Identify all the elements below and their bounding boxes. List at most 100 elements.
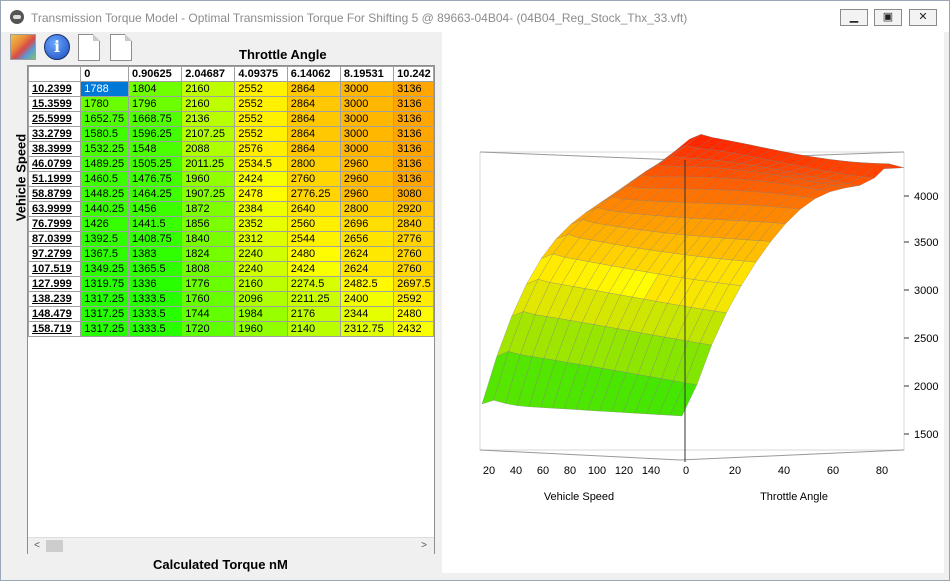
torque-cell[interactable]: 1365.5 bbox=[127, 261, 183, 277]
torque-cell[interactable]: 1456 bbox=[127, 201, 183, 217]
torque-cell[interactable]: 1596.25 bbox=[127, 126, 183, 142]
torque-cell[interactable]: 1804 bbox=[127, 81, 183, 97]
torque-cell[interactable]: 1333.5 bbox=[127, 321, 183, 337]
torque-cell[interactable]: 3000 bbox=[339, 126, 395, 142]
torque-cell[interactable]: 1440.25 bbox=[80, 201, 129, 217]
torque-cell[interactable]: 1872 bbox=[181, 201, 236, 217]
torque-cell[interactable]: 1460.5 bbox=[80, 171, 129, 187]
torque-cell[interactable]: 2274.5 bbox=[286, 276, 341, 292]
torque-cell[interactable]: 2312.75 bbox=[339, 321, 395, 337]
torque-cell[interactable]: 1333.5 bbox=[127, 291, 183, 307]
torque-cell[interactable]: 2432 bbox=[393, 321, 434, 337]
torque-cell[interactable]: 1776 bbox=[181, 276, 236, 292]
torque-cell[interactable]: 2160 bbox=[181, 96, 236, 112]
torque-cell[interactable]: 1489.25 bbox=[80, 156, 129, 172]
torque-cell[interactable]: 1720 bbox=[181, 321, 236, 337]
torque-cell[interactable]: 2776 bbox=[393, 231, 434, 247]
torque-cell[interactable]: 1808 bbox=[181, 261, 236, 277]
scroll-right-icon[interactable]: > bbox=[421, 540, 427, 551]
torque-cell[interactable]: 1652.75 bbox=[80, 111, 129, 127]
minimize-button[interactable]: ▁ bbox=[840, 9, 868, 26]
torque-cell[interactable]: 1984 bbox=[234, 306, 288, 322]
torque-cell[interactable]: 2136 bbox=[181, 111, 236, 127]
torque-cell[interactable]: 1505.25 bbox=[127, 156, 183, 172]
surface-chart[interactable]: 4000 3500 3000 2500 2000 1500 20 40 60 80 100 120 14… bbox=[442, 32, 944, 573]
torque-cell[interactable]: 3000 bbox=[339, 111, 395, 127]
horizontal-scrollbar[interactable]: < > bbox=[28, 537, 434, 554]
torque-cell[interactable]: 1333.5 bbox=[127, 306, 183, 322]
torque-cell[interactable]: 3000 bbox=[339, 81, 395, 97]
info-icon[interactable]: i bbox=[44, 34, 70, 60]
row-header[interactable]: 25.5999 bbox=[28, 111, 82, 127]
torque-cell[interactable]: 2552 bbox=[234, 111, 288, 127]
torque-cell[interactable]: 1408.75 bbox=[127, 231, 183, 247]
torque-cell[interactable]: 3136 bbox=[393, 96, 434, 112]
row-header[interactable]: 63.9999 bbox=[28, 201, 82, 217]
row-header[interactable]: 10.2399 bbox=[28, 81, 82, 97]
torque-cell[interactable]: 1780 bbox=[80, 96, 129, 112]
torque-cell[interactable]: 2240 bbox=[234, 261, 288, 277]
torque-cell[interactable]: 2544 bbox=[286, 231, 341, 247]
torque-cell[interactable]: 1464.25 bbox=[127, 186, 183, 202]
torque-cell[interactable]: 2864 bbox=[286, 141, 341, 157]
torque-cell[interactable]: 2482.5 bbox=[339, 276, 395, 292]
torque-cell[interactable]: 2552 bbox=[234, 96, 288, 112]
column-header[interactable]: 10.242 bbox=[393, 66, 434, 82]
row-header[interactable]: 87.0399 bbox=[28, 231, 82, 247]
torque-cell[interactable]: 1367.5 bbox=[80, 246, 129, 262]
torque-cell[interactable]: 1392.5 bbox=[80, 231, 129, 247]
row-header[interactable]: 46.0799 bbox=[28, 156, 82, 172]
torque-cell[interactable]: 1441.5 bbox=[127, 216, 183, 232]
column-header[interactable]: 0.90625 bbox=[127, 66, 183, 82]
document-icon[interactable] bbox=[78, 34, 100, 61]
row-header[interactable]: 97.2799 bbox=[28, 246, 82, 262]
torque-cell[interactable]: 2424 bbox=[234, 171, 288, 187]
torque-cell[interactable]: 3080 bbox=[393, 186, 434, 202]
torque-cell[interactable]: 2776.25 bbox=[286, 186, 341, 202]
torque-cell[interactable]: 2640 bbox=[286, 201, 341, 217]
row-header[interactable]: 38.3999 bbox=[28, 141, 82, 157]
torque-cell[interactable]: 1840 bbox=[181, 231, 236, 247]
torque-cell[interactable]: 2478 bbox=[234, 186, 288, 202]
column-header[interactable]: 2.04687 bbox=[181, 66, 236, 82]
torque-cell[interactable]: 2656 bbox=[339, 231, 395, 247]
torque-cell[interactable]: 2840 bbox=[393, 216, 434, 232]
torque-cell[interactable]: 1960 bbox=[181, 171, 236, 187]
column-header[interactable]: 8.19531 bbox=[339, 66, 395, 82]
torque-cell[interactable]: 1744 bbox=[181, 306, 236, 322]
torque-cell[interactable]: 1448.25 bbox=[80, 186, 129, 202]
torque-cell[interactable]: 2011.25 bbox=[181, 156, 236, 172]
title-bar[interactable]: Transmission Torque Model - Optimal Tran… bbox=[1, 1, 949, 32]
torque-cell[interactable]: 3136 bbox=[393, 81, 434, 97]
torque-cell[interactable]: 1760 bbox=[181, 291, 236, 307]
torque-cell[interactable]: 2864 bbox=[286, 81, 341, 97]
torque-cell[interactable]: 2864 bbox=[286, 126, 341, 142]
close-button[interactable]: ✕ bbox=[909, 9, 937, 26]
torque-cell[interactable]: 1317.25 bbox=[80, 306, 129, 322]
surface-chart-panel[interactable]: 4000 3500 3000 2500 2000 1500 20 40 60 80 100 120 14… bbox=[442, 32, 944, 573]
torque-cell[interactable]: 2534.5 bbox=[234, 156, 288, 172]
torque-cell[interactable]: 2096 bbox=[234, 291, 288, 307]
torque-cell[interactable]: 2592 bbox=[393, 291, 434, 307]
torque-cell[interactable]: 2697.5 bbox=[393, 276, 434, 292]
torque-cell[interactable]: 1960 bbox=[234, 321, 288, 337]
torque-cell[interactable]: 1317.25 bbox=[80, 291, 129, 307]
maximize-button[interactable]: ▣ bbox=[874, 9, 902, 26]
torque-cell[interactable]: 2211.25 bbox=[286, 291, 341, 307]
torque-cell[interactable]: 2624 bbox=[339, 261, 395, 277]
column-header[interactable]: 6.14062 bbox=[286, 66, 341, 82]
torque-cell[interactable]: 2960 bbox=[339, 156, 395, 172]
column-header[interactable]: 4.09375 bbox=[234, 66, 288, 82]
torque-cell[interactable]: 3000 bbox=[339, 96, 395, 112]
torque-grid[interactable]: 0 0.90625 2.04687 4.09375 6.14062 8.19531 10.2… bbox=[27, 65, 435, 554]
row-header[interactable]: 51.1999 bbox=[28, 171, 82, 187]
torque-cell[interactable]: 2352 bbox=[234, 216, 288, 232]
row-header[interactable]: 107.519 bbox=[28, 261, 82, 277]
row-header[interactable]: 58.8799 bbox=[28, 186, 82, 202]
scroll-thumb[interactable] bbox=[46, 540, 63, 552]
torque-cell[interactable]: 1317.25 bbox=[80, 321, 129, 337]
torque-cell[interactable]: 3136 bbox=[393, 126, 434, 142]
torque-cell[interactable]: 2624 bbox=[339, 246, 395, 262]
document-icon[interactable] bbox=[110, 34, 132, 61]
row-header[interactable]: 15.3599 bbox=[28, 96, 82, 112]
